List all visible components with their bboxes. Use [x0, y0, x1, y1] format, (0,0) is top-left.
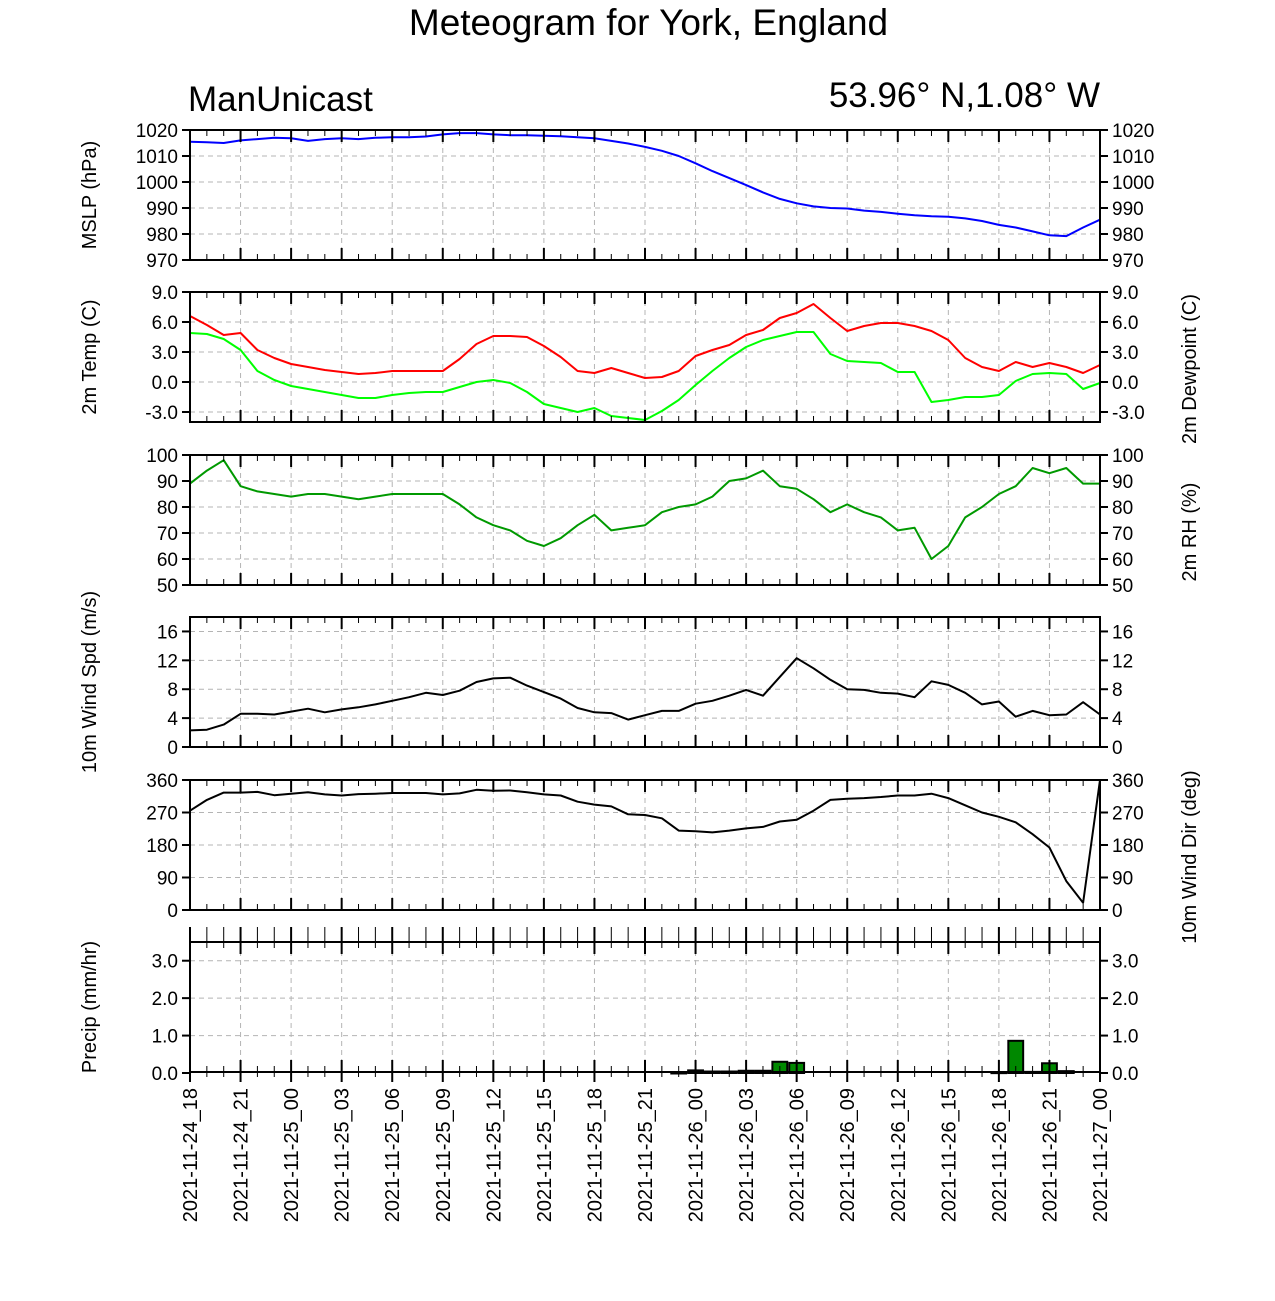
temp-left-axis-label: 2m Temp (C) [79, 299, 101, 414]
y-tick-label: 0.0 [1112, 1064, 1138, 1085]
y-tick-label: 90 [157, 472, 178, 493]
chart-title: Meteogram for York, England [408, 2, 889, 43]
y-tick-label: 360 [1112, 771, 1144, 792]
y-tick-label: 80 [157, 498, 178, 519]
x-tick-label: 2021-11-25_00 [281, 1088, 303, 1222]
y-tick-label: 970 [1112, 251, 1144, 272]
y-tick-label: 3.0 [1112, 952, 1138, 973]
mslp-left-axis-label: MSLP (hPa) [79, 141, 101, 250]
wind-series-line-0 [189, 657, 1101, 732]
y-tick-label: 990 [146, 199, 178, 220]
y-tick-label: 9.0 [152, 283, 178, 304]
y-tick-label: 12 [1112, 651, 1133, 672]
x-tick-label: 2021-11-25_18 [584, 1088, 606, 1222]
model-name: ManUnicast [188, 80, 373, 119]
y-tick-label: 1.0 [152, 1027, 178, 1048]
y-tick-label: 90 [1112, 472, 1133, 493]
precip-left-axis-label: Precip (mm/hr) [79, 941, 101, 1073]
y-tick-label: 990 [1112, 199, 1144, 220]
y-tick-label: 8 [1112, 680, 1123, 701]
y-tick-label: 4 [167, 709, 178, 730]
x-tick-label: 2021-11-26_03 [736, 1088, 758, 1222]
y-tick-label: 0.0 [1112, 373, 1138, 394]
x-tick-label: 2021-11-26_21 [1039, 1088, 1061, 1222]
x-tick-label: 2021-11-24_21 [231, 1088, 253, 1222]
x-tick-label: 2021-11-27_00 [1090, 1088, 1112, 1222]
y-tick-label: 1010 [1112, 147, 1154, 168]
y-tick-label: 970 [146, 251, 178, 272]
x-tick-label: 2021-11-26_12 [888, 1088, 910, 1222]
x-tick-label: 2021-11-25_06 [382, 1088, 404, 1222]
y-tick-label: -3.0 [1112, 403, 1145, 424]
y-tick-label: 4 [1112, 709, 1123, 730]
y-tick-label: 0 [167, 901, 178, 922]
y-tick-label: 80 [1112, 498, 1133, 519]
y-tick-label: 270 [1112, 804, 1144, 825]
y-tick-label: 980 [1112, 225, 1144, 246]
y-tick-label: 1000 [136, 173, 178, 194]
y-tick-label: 3.0 [152, 343, 178, 364]
x-tick-label: 2021-11-24_18 [180, 1088, 202, 1222]
y-tick-label: 0 [1112, 738, 1123, 759]
y-tick-label: 180 [1112, 836, 1144, 857]
y-tick-label: 50 [157, 576, 178, 597]
y-tick-label: 1010 [136, 147, 178, 168]
y-tick-label: 0 [1112, 901, 1123, 922]
x-tick-label: 2021-11-25_12 [483, 1088, 505, 1222]
y-tick-label: 360 [146, 771, 178, 792]
y-tick-label: 12 [157, 651, 178, 672]
y-tick-label: 6.0 [1112, 313, 1138, 334]
location-coordinates: 53.96° N,1.08° W [828, 76, 1100, 115]
temp-right-axis-label: 2m Dewpoint (C) [1179, 294, 1201, 444]
y-tick-label: 3.0 [1112, 343, 1138, 364]
y-tick-label: 980 [146, 225, 178, 246]
y-tick-label: 70 [157, 524, 178, 545]
x-tick-label: 2021-11-25_03 [332, 1088, 354, 1222]
wind-left-axis-label: 10m Wind Spd (m/s) [79, 591, 101, 773]
x-tick-label: 2021-11-26_18 [989, 1088, 1011, 1222]
y-tick-label: 1.0 [1112, 1027, 1138, 1048]
x-tick-label: 2021-11-25_15 [534, 1088, 556, 1222]
x-tick-label: 2021-11-25_21 [635, 1088, 657, 1222]
y-tick-label: 90 [1112, 869, 1133, 890]
y-tick-label: 50 [1112, 576, 1133, 597]
y-tick-label: -3.0 [145, 403, 178, 424]
x-tick-label: 2021-11-26_09 [837, 1088, 859, 1222]
y-tick-label: 180 [146, 836, 178, 857]
y-tick-label: 9.0 [1112, 283, 1138, 304]
x-tick-label: 2021-11-26_06 [787, 1088, 809, 1222]
temp-series-line-0 [189, 303, 1101, 379]
rh-right-axis-label: 2m RH (%) [1179, 483, 1201, 582]
y-tick-label: 3.0 [152, 952, 178, 973]
y-tick-label: 270 [146, 804, 178, 825]
y-tick-label: 0.0 [152, 1064, 178, 1085]
x-tick-label: 2021-11-26_00 [686, 1088, 708, 1222]
y-tick-label: 60 [1112, 550, 1133, 571]
y-tick-label: 100 [1112, 446, 1144, 467]
y-tick-label: 1020 [1112, 121, 1154, 142]
y-tick-label: 6.0 [152, 313, 178, 334]
x-tick-label: 2021-11-25_09 [433, 1088, 455, 1222]
wdir-series-line-0 [189, 779, 1101, 904]
y-tick-label: 16 [157, 622, 178, 643]
y-tick-label: 0 [167, 738, 178, 759]
y-tick-label: 90 [157, 869, 178, 890]
y-tick-label: 2.0 [1112, 989, 1138, 1010]
rh-series-line-0 [189, 459, 1100, 560]
y-tick-label: 0.0 [152, 373, 178, 394]
y-tick-label: 2.0 [152, 989, 178, 1010]
y-tick-label: 8 [167, 680, 178, 701]
x-tick-label: 2021-11-26_15 [938, 1088, 960, 1222]
y-tick-label: 60 [157, 550, 178, 571]
y-tick-label: 1020 [136, 121, 178, 142]
wdir-right-axis-label: 10m Wind Dir (deg) [1179, 770, 1201, 943]
y-tick-label: 70 [1112, 524, 1133, 545]
y-tick-label: 1000 [1112, 173, 1154, 194]
y-tick-label: 16 [1112, 622, 1133, 643]
y-tick-label: 100 [146, 446, 178, 467]
